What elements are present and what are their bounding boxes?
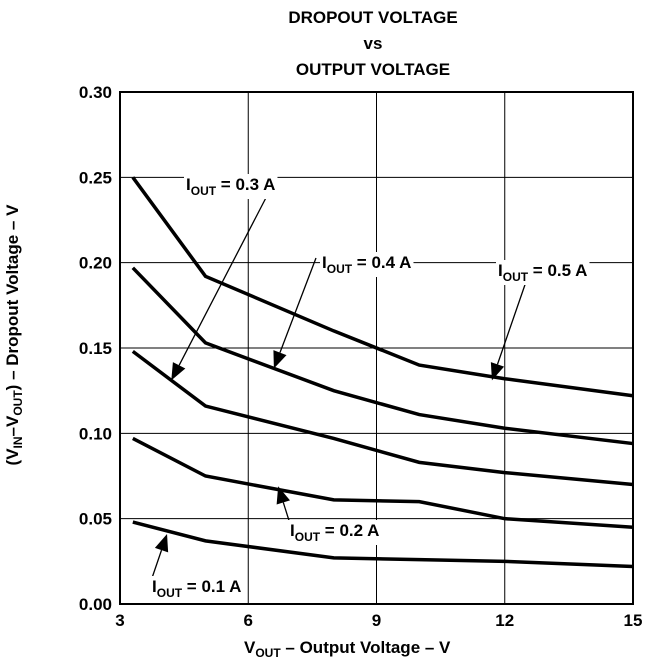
plot-frame [119,91,634,605]
annotation-arrow-line [151,549,163,579]
annotation-label-sub: OUT [295,530,321,544]
annotation-label-value: = 0.5 A [528,261,587,280]
y-tick-label: 0.30 [79,83,112,102]
annotation-label-sub: OUT [191,184,217,198]
annotation-label-bg [184,174,278,199]
annotation-label-bg [496,260,590,285]
annotation-label: IOUT = 0.5 A [496,260,590,285]
y-axis-title-c: ) – Dropout Voltage – V [3,204,22,391]
x-axis-title-rest: – Output Voltage – V [280,638,451,657]
y-tick-label: 0.25 [79,168,112,187]
x-tick-label: 6 [244,611,253,630]
annotation-arrow-line [496,275,529,365]
series-line [131,176,634,398]
annotation-label-text: IOUT = 0.5 A [498,261,587,284]
annotation-label-value: = 0.2 A [320,521,379,540]
annotation-label-prefix: I [498,261,503,280]
annotation-label-value: = 0.4 A [352,253,411,272]
chart-title-line-3: OUTPUT VOLTAGE [295,60,451,79]
annotation-label-sub: OUT [503,270,529,284]
annotation-arrow-head [171,362,186,381]
x-tick-label: 12 [495,611,514,630]
annotation-label-prefix: I [290,521,295,540]
y-axis-title-a: (V [3,448,22,466]
annotation-label-sub: OUT [157,586,183,600]
annotation-label: IOUT = 0.1 A [150,576,244,601]
x-axis-title-main: V [244,638,256,657]
x-axis-title: VOUT – Output Voltage – V [244,638,450,660]
annotation-label-prefix: I [152,577,157,596]
annotation-label-text: IOUT = 0.3 A [186,175,275,198]
annotation-arrow-head [154,534,169,553]
series-line [132,436,634,529]
y-tick-label: 0.00 [79,595,112,614]
annotation-label-text: IOUT = 0.4 A [322,253,411,276]
annotation-label: IOUT = 0.2 A [288,520,382,545]
x-tick-label: 3 [115,611,124,630]
chart-title-line-2: vs [363,34,383,53]
y-tick-label: 0.15 [79,339,112,358]
annotation-arrow-head [490,362,505,381]
annotation-label-bg [150,576,244,601]
chart-title-line-1: DROPOUT VOLTAGE [288,8,458,27]
series-line [131,266,634,446]
annotation-arrow-line [178,189,271,366]
x-tick-label: 15 [624,611,643,630]
annotation-arrow-head [276,486,290,505]
annotation-label-value: = 0.3 A [216,175,275,194]
y-tick-label: 0.20 [79,254,112,273]
annotation-label: IOUT = 0.4 A [320,252,414,277]
y-axis-title-b-sub: OUT [11,390,25,416]
annotation-label-text: IOUT = 0.1 A [152,577,241,600]
annotation-label-bg [288,520,382,545]
annotation-label-bg [320,252,414,277]
series-lines [131,176,634,569]
annotation-label: IOUT = 0.3 A [184,174,278,199]
y-tick-label: 0.10 [79,424,112,443]
x-tick-label: 9 [372,611,381,630]
annotation-arrow-line [279,257,317,353]
y-axis-title: (VIN–VOUT) – Dropout Voltage – V [3,205,25,466]
annotation-label-value: = 0.1 A [182,577,241,596]
annotation-label-prefix: I [186,175,191,194]
annotation-label-prefix: I [322,253,327,272]
x-axis-title-sub: OUT [255,646,281,660]
y-axis-title-a-sub: IN [11,436,25,449]
annotation-label-sub: OUT [327,262,353,276]
y-tick-label: 0.05 [79,510,112,529]
annotation-arrow-head [273,350,287,369]
annotation-label-text: IOUT = 0.2 A [290,521,379,544]
series-line [132,520,634,569]
y-axis-title-b: –V [3,415,22,437]
series-line [131,350,634,487]
tick-labels: 3 6 9 12 15 0.00 0.05 0.10 0.15 0.20 0.25 0.30 [79,83,643,630]
